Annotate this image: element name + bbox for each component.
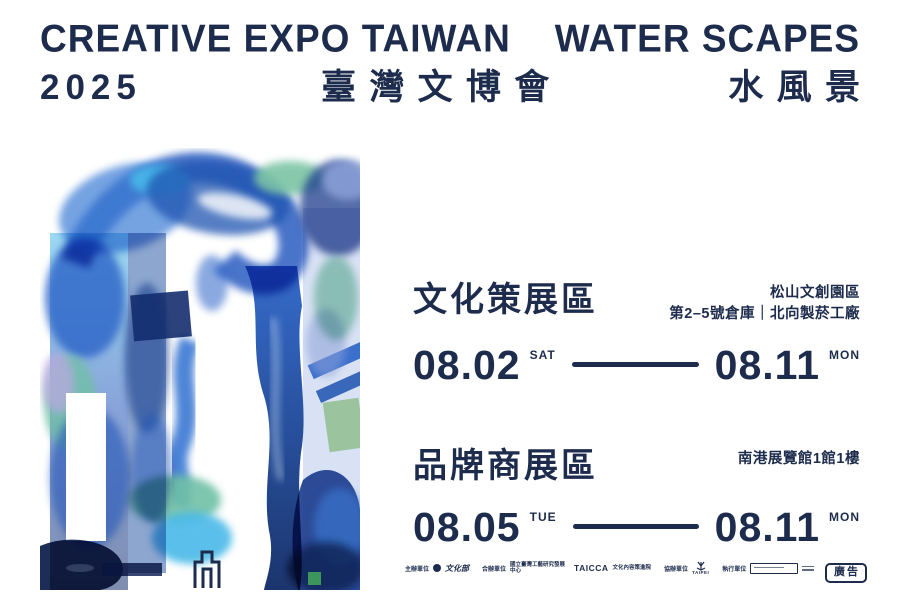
end-date: 08.11 xyxy=(714,342,820,389)
title-year: 2025 xyxy=(40,68,142,107)
section-venue: 松山文創園區 第2–5號倉庫｜北向製菸工廠 xyxy=(669,283,860,325)
subtitle-english: WATER SCAPES xyxy=(554,17,860,60)
section-dates: 08.02 SAT 08.11 MON xyxy=(413,345,860,386)
start-date: 08.05 xyxy=(413,503,521,550)
section-dates: 08.05 TUE 08.11 MON xyxy=(413,503,860,550)
ministry-of-culture-logo-icon xyxy=(433,564,442,573)
craft-institute-wordmark: 國立臺灣工藝研究發展中心 xyxy=(510,562,566,575)
section-title: 品牌商展區 xyxy=(413,447,598,486)
section-title: 文化策展區 xyxy=(413,281,598,319)
section-culture-curation: 文化策展區 松山文創園區 第2–5號倉庫｜北向製菸工廠 08.02 SAT 08… xyxy=(413,280,860,386)
watercolor-collage xyxy=(40,152,376,594)
venue-line-2: 第2–5號倉庫｜北向製菸工廠 xyxy=(669,306,860,323)
subtitle-chinese: 水風景 xyxy=(728,68,874,107)
venue-line-1: 松山文創園區 xyxy=(770,285,860,301)
coorganizer-label: 合辦單位 xyxy=(482,566,507,573)
gate-arch-icon xyxy=(193,550,221,588)
end-date: 08.11 xyxy=(714,503,820,550)
section-venue: 南港展覽館1館1樓 xyxy=(738,449,860,470)
organizer-label: 主辦單位 xyxy=(405,566,430,573)
title-english: CREATIVE EXPO TAIWAN xyxy=(40,17,511,60)
venue-line-1: 南港展覽館1館1樓 xyxy=(737,451,860,468)
coorganizer-group: 合辦單位 國立臺灣工藝研究發展中心 TAICCA 文化內容策進院 xyxy=(482,562,651,574)
taicca-chinese-wordmark: 文化內容策進院 xyxy=(612,565,652,572)
section-brand-exhibition: 品牌商展區 南港展覽館1館1樓 08.05 TUE 08.11 MON xyxy=(413,446,860,548)
taicca-logo: TAICCA xyxy=(574,563,609,574)
executor-label: 執行單位 xyxy=(722,566,747,573)
executor-logo-text-lines xyxy=(802,565,815,571)
executor-group: 執行單位 xyxy=(722,562,815,574)
organizer-strip: 主辦單位 文化部 合辦單位 國立臺灣工藝研究發展中心 TAICCA 文化內容策進… xyxy=(405,561,815,576)
date-range-line xyxy=(571,362,699,368)
ministry-of-culture-wordmark: 文化部 xyxy=(445,563,470,573)
executor-logo-icon xyxy=(750,562,799,574)
taipei-logo-icon: TAIPEI xyxy=(692,561,709,576)
start-weekday: TUE xyxy=(529,509,557,524)
supporter-label: 協辦單位 xyxy=(664,566,689,573)
organizer-group: 主辦單位 文化部 xyxy=(405,563,469,574)
start-weekday: SAT xyxy=(529,348,556,363)
poster-header: CREATIVE EXPO TAIWAN WATER SCAPES 2025 臺… xyxy=(40,17,860,107)
end-weekday: MON xyxy=(829,348,860,363)
supporter-group: 協辦單位 TAIPEI xyxy=(664,561,709,576)
exhibition-info: 文化策展區 松山文創園區 第2–5號倉庫｜北向製菸工廠 08.02 SAT 08… xyxy=(413,280,860,548)
end-weekday: MON xyxy=(829,509,860,524)
ad-badge: 廣告 xyxy=(825,563,867,583)
date-range-line xyxy=(572,523,699,529)
taipei-wordmark: TAIPEI xyxy=(692,570,710,575)
start-date: 08.02 xyxy=(413,342,521,389)
title-chinese: 臺灣文博會 xyxy=(321,68,563,107)
watercolor-artwork xyxy=(40,148,376,594)
